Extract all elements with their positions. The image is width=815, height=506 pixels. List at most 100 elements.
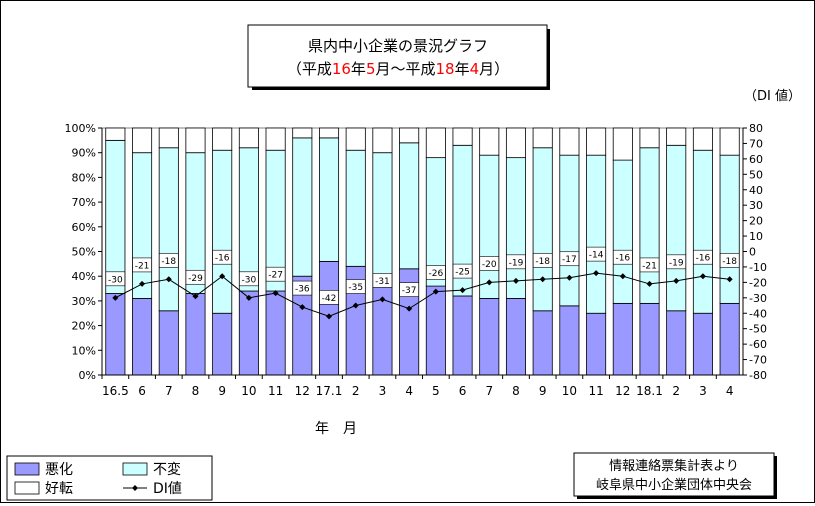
title-segment: 4: [470, 60, 480, 78]
bar-悪化-4: [212, 312, 233, 376]
right-tick-label: -40: [749, 307, 767, 320]
bar-不変-21: [666, 144, 687, 312]
title-segment: 年: [351, 60, 366, 78]
di-marker-13: [459, 287, 466, 294]
title-segment: 年: [455, 60, 470, 78]
di-marker-19: [619, 273, 626, 280]
bar-悪化-6: [265, 290, 286, 376]
bar-好転-1: [132, 127, 153, 154]
bar-好転-6: [265, 127, 286, 151]
bar-不変-9: [345, 149, 366, 267]
title-segment: 16: [332, 60, 351, 78]
source-line-1: 情報連絡票集計表より: [609, 458, 739, 474]
x-axis-label: 年 月: [315, 421, 357, 437]
right-tick-label: 60: [749, 153, 763, 166]
di-data-label: -26: [428, 269, 443, 279]
di-data-label: -16: [696, 254, 711, 264]
x-tick-label: 11: [268, 384, 283, 398]
di-label-box: [265, 266, 286, 282]
di-label-box: [479, 256, 500, 271]
di-marker-15: [512, 277, 519, 284]
bar-不変-11: [399, 142, 420, 270]
x-tick-label: 7: [485, 384, 493, 398]
x-tick-label: 10: [241, 384, 256, 398]
di-label-box: [426, 265, 446, 280]
x-tick-label: 10: [562, 384, 577, 398]
di-data-label: -16: [215, 254, 230, 264]
x-tick-label: 4: [726, 384, 734, 398]
di-data-label: -19: [669, 258, 684, 268]
di-label-box: [693, 249, 713, 265]
di-data-label: -19: [509, 258, 524, 268]
bar-悪化-20: [639, 302, 660, 376]
source-box-shadow-bottom: [577, 496, 777, 499]
di-marker-23: [726, 276, 733, 283]
right-tick-label: -60: [749, 338, 767, 351]
di-marker-20: [646, 280, 653, 287]
legend-swatch-不変: [122, 462, 148, 476]
x-tick-label: 8: [512, 384, 520, 398]
di-marker-14: [486, 279, 493, 286]
bar-悪化-0: [105, 293, 126, 376]
right-tick-label: 40: [749, 184, 763, 197]
di-marker-4: [219, 273, 226, 280]
right-tick-label: -30: [749, 292, 767, 305]
di-label-box: [613, 249, 633, 265]
di-label-box: [239, 271, 259, 287]
di-data-label: -36: [295, 285, 310, 295]
bar-不変-1: [132, 152, 153, 299]
title-segment: 月）: [479, 60, 509, 78]
title-segment: 県内中小企業の景況グラフ: [308, 37, 488, 55]
right-tick-label: -50: [749, 323, 767, 336]
di-data-label: -14: [589, 251, 604, 261]
di-marker-3: [192, 293, 199, 300]
di-data-label: -31: [375, 277, 390, 287]
bar-不変-2: [158, 147, 179, 312]
bar-不変-22: [692, 149, 713, 314]
bar-好転-5: [238, 127, 259, 149]
left-tick-label: 90%: [72, 147, 96, 160]
bar-好転-15: [505, 127, 526, 159]
x-tick-label: 2: [352, 384, 360, 398]
bar-不変-5: [238, 147, 259, 292]
bar-好転-20: [639, 127, 660, 149]
di-marker-1: [139, 280, 146, 287]
di-marker-5: [245, 294, 252, 301]
bar-好転-10: [372, 127, 393, 154]
di-label-box: [372, 273, 393, 288]
x-tick-label: 12: [295, 384, 310, 398]
di-label-box: [506, 254, 526, 270]
bar-悪化-3: [185, 293, 206, 376]
left-tick-label: 40%: [72, 270, 96, 283]
bar-不変-18: [586, 154, 607, 314]
di-marker-12: [432, 288, 439, 295]
bar-不変-17: [559, 154, 580, 307]
bar-悪化-2: [158, 310, 179, 376]
x-tick-label: 8: [192, 384, 200, 398]
bar-好転-13: [452, 127, 473, 146]
x-tick-label: 6: [459, 384, 467, 398]
di-data-label: -37: [402, 286, 417, 296]
di-data-label: -25: [455, 268, 470, 278]
x-tick-label: 6: [138, 384, 146, 398]
bar-不変-15: [505, 157, 526, 299]
bar-不変-4: [212, 149, 233, 314]
x-tick-label: 17.1: [316, 384, 343, 398]
di-data-label: -27: [268, 271, 283, 281]
title-box-shadow-bottom: [252, 87, 550, 90]
bar-悪化-21: [666, 310, 687, 376]
bar-好転-22: [692, 127, 713, 151]
left-tick-label: 100%: [65, 122, 96, 135]
left-tick-label: 0%: [79, 369, 96, 382]
left-tick-label: 80%: [72, 171, 96, 184]
right-tick-label: -80: [749, 369, 767, 382]
left-tick-label: 60%: [72, 221, 96, 234]
di-data-label: -17: [562, 255, 577, 265]
bar-好転-11: [399, 127, 420, 144]
left-tick-label: 70%: [72, 196, 96, 209]
di-label-box: [666, 254, 687, 270]
bar-好転-23: [719, 127, 740, 156]
chart-subtitle: （平成16年5月～平成18年4月）: [287, 60, 509, 78]
legend-box: [6, 455, 213, 501]
